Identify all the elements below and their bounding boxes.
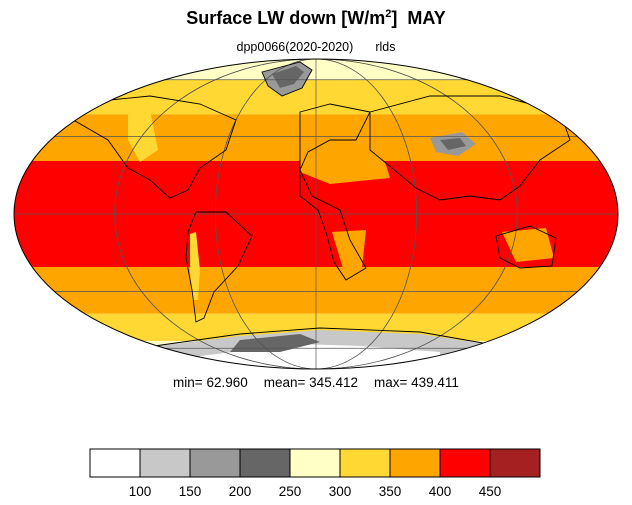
south-america-coast <box>185 211 253 323</box>
min-value: 62.960 <box>206 375 248 390</box>
sahara <box>300 146 390 184</box>
antarctica-core <box>200 344 440 369</box>
colorbar-swatch <box>389 448 441 478</box>
title-superscript: 2 <box>385 8 392 20</box>
colorbar-tick-label: 100 <box>128 484 152 499</box>
colorbar-swatch <box>339 448 391 478</box>
colorbar-tick-label: 450 <box>478 484 502 499</box>
mean-label: mean= <box>263 375 306 390</box>
meridian-60 <box>214 59 418 369</box>
subtitle-variable: rlds <box>375 40 396 54</box>
colorbar-swatch <box>439 448 491 478</box>
globe-outline <box>13 58 619 370</box>
asia-coast <box>369 95 571 201</box>
colorbar-tick-label: 400 <box>428 484 452 499</box>
plot-subtitle: dpp0066(2020-2020) rlds <box>0 40 632 54</box>
europe-africa-coast <box>299 103 371 281</box>
min-label: min= <box>173 375 203 390</box>
colorbar-tick-label: 200 <box>228 484 252 499</box>
colorbar-swatch <box>489 448 541 478</box>
land-features <box>128 62 554 369</box>
colorbar-tick-label: 300 <box>328 484 352 499</box>
title-text: Surface LW down [W/m <box>186 8 386 28</box>
colorbar-tick-label: 150 <box>178 484 202 499</box>
graticule <box>14 59 618 369</box>
colorbar-tick-label: 250 <box>278 484 302 499</box>
title-month: MAY <box>407 8 446 28</box>
meridian-120 <box>114 59 518 369</box>
north-america-coast <box>69 95 237 199</box>
subtitle-experiment: dpp0066(2020-2020) <box>236 40 354 54</box>
colorbar-swatch <box>239 448 291 478</box>
max-label: max= <box>373 375 408 390</box>
plot-title: Surface LW down [W/m2] MAY <box>0 8 632 29</box>
antarctica-mid <box>230 334 320 352</box>
colorbar-tick-label: 350 <box>378 484 402 499</box>
andes <box>190 232 200 300</box>
title-close: ] <box>391 8 398 28</box>
colorbar-swatch <box>289 448 341 478</box>
colorbar-swatch <box>89 448 141 478</box>
greenland-coast <box>261 61 313 97</box>
colorbar-swatch <box>189 448 241 478</box>
australia-coast <box>495 225 557 269</box>
southern-africa <box>332 230 366 272</box>
coastlines <box>69 61 571 349</box>
colorbar-swatch <box>139 448 191 478</box>
mean-value: 345.412 <box>309 375 358 390</box>
rockies <box>128 110 158 162</box>
antarctica-coast <box>139 327 501 349</box>
max-value: 439.411 <box>411 375 459 390</box>
stats-line: min= 62.960 mean= 345.412 max= 439.411 <box>0 375 632 390</box>
